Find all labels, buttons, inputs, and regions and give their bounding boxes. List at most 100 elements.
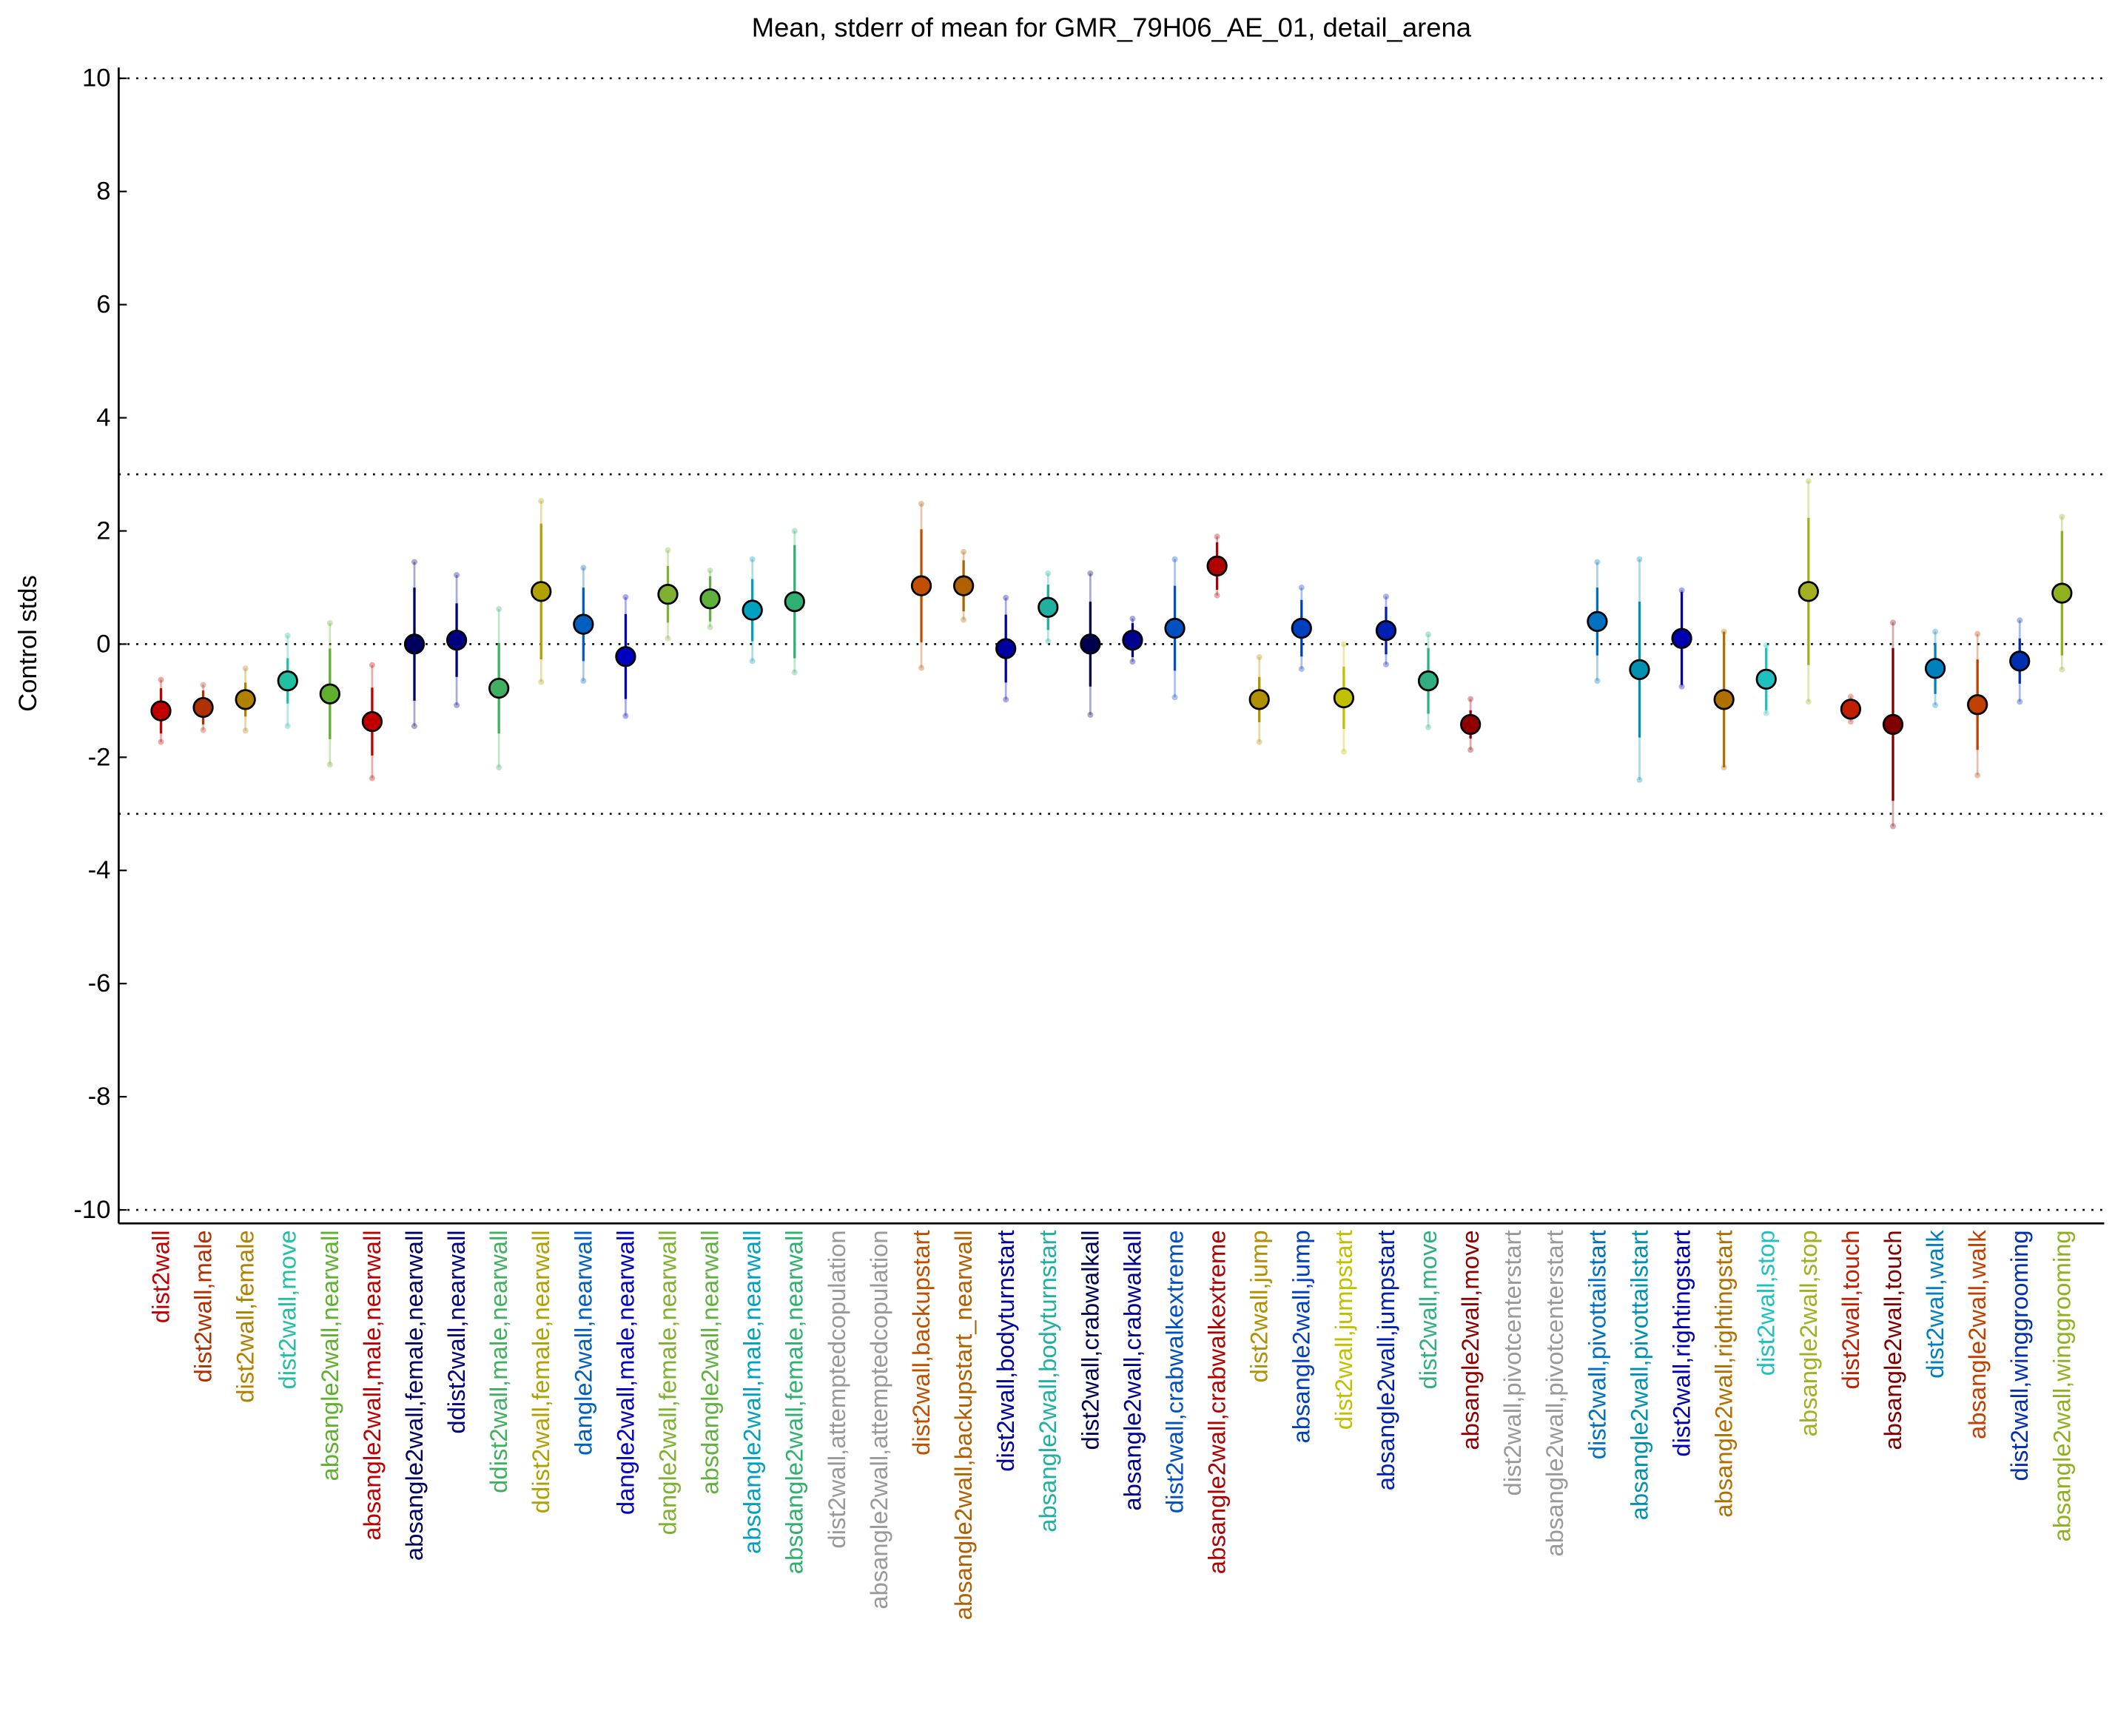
spread-cap	[326, 620, 333, 627]
mean-marker	[1882, 713, 1904, 736]
spread-cap	[1171, 556, 1178, 562]
mean-marker	[573, 613, 594, 635]
spread-cap	[1636, 776, 1643, 783]
spread-cap	[1129, 616, 1136, 622]
spread-cap	[1847, 693, 1854, 700]
mean-marker	[1924, 658, 1946, 679]
spread-cap	[1678, 587, 1685, 593]
mean-marker	[235, 689, 256, 710]
spread-cap	[411, 559, 418, 565]
spread-cap	[1214, 592, 1220, 599]
x-tick-label: absangle2wall,move	[1456, 1230, 1484, 1450]
x-tick-label: dist2wall,backupstart	[907, 1230, 935, 1455]
x-tick-label: absdangle2wall,female,nearwall	[781, 1230, 808, 1574]
x-tick-label: absdangle2wall,male,nearwall	[739, 1230, 766, 1554]
mean-marker	[488, 677, 510, 699]
mean-marker	[1840, 699, 1862, 720]
spread-cap	[1805, 478, 1812, 485]
spread-cap	[622, 593, 629, 600]
y-axis-label: Control stds	[14, 575, 42, 712]
spread-cap	[326, 761, 333, 768]
x-tick-label: dist2wall,winggrooming	[2005, 1230, 2033, 1481]
x-tick-label: absangle2wall,jumpstart	[1372, 1230, 1399, 1490]
spread-cap	[1636, 556, 1643, 562]
spread-cap	[791, 528, 798, 534]
spread-cap	[1467, 747, 1474, 753]
spread-cap	[200, 682, 206, 688]
mean-marker	[277, 670, 298, 692]
mean-marker	[699, 588, 721, 610]
mean-marker	[192, 696, 214, 719]
mean-marker	[1122, 629, 1143, 651]
x-tick-label: absangle2wall,bodyturnstart	[1034, 1230, 1061, 1532]
x-tick-label: dist2wall,male	[189, 1230, 217, 1382]
spread-cap	[454, 702, 460, 709]
y-tick-label: 6	[96, 291, 110, 319]
mean-marker	[615, 646, 636, 667]
y-tick-label: 8	[96, 178, 110, 206]
spread-cap	[1382, 661, 1389, 667]
x-tick-label: dist2wall,attemptedcopulation	[823, 1230, 850, 1548]
x-tick-label: dist2wall,pivottailstart	[1583, 1230, 1610, 1459]
x-tick-label: absangle2wall,touch	[1879, 1230, 1906, 1450]
spread-cap	[1932, 702, 1939, 709]
spread-cap	[369, 662, 375, 668]
spread-cap	[2059, 666, 2065, 673]
spread-cap	[665, 635, 671, 642]
mean-marker	[319, 683, 340, 704]
x-tick-label: dist2wall	[147, 1230, 174, 1323]
spread-cap	[1340, 748, 1347, 755]
x-tick-label: absangle2wall,winggrooming	[2048, 1230, 2075, 1541]
x-tick-label: ddist2wall,male,nearwall	[485, 1230, 512, 1493]
mean-marker	[1671, 628, 1692, 649]
spread-cap	[158, 676, 164, 683]
mean-marker	[910, 575, 932, 596]
x-tick-label: dist2wall,jump	[1245, 1230, 1273, 1382]
mean-marker	[1375, 619, 1397, 642]
spread-cap	[707, 568, 713, 574]
y-tick-label: 2	[96, 517, 110, 545]
spread-cap	[1467, 696, 1474, 702]
mean-marker	[361, 711, 383, 733]
mean-marker	[1587, 610, 1608, 632]
spread-cap	[1045, 570, 1052, 576]
spread-cap	[1256, 654, 1262, 661]
spread-cap	[1889, 823, 1897, 830]
spread-cap	[1847, 719, 1854, 725]
spread-cap	[961, 616, 967, 623]
x-tick-label: absangle2wall,pivotcenterstart	[1541, 1230, 1568, 1556]
spread-cap	[2017, 699, 2023, 705]
x-tick-label: absangle2wall,crabwalkall	[1118, 1230, 1146, 1510]
spread-cap	[284, 632, 291, 639]
mean-marker	[784, 591, 805, 613]
x-tick-label: absdangle2wall,nearwall	[696, 1230, 724, 1494]
mean-marker	[1038, 596, 1059, 618]
mean-marker	[403, 633, 426, 655]
mean-marker	[2051, 582, 2073, 604]
mean-marker	[1629, 659, 1650, 680]
mean-marker	[657, 584, 679, 605]
mean-marker	[1713, 689, 1735, 710]
spread-cap	[1087, 570, 1094, 576]
mean-marker	[952, 575, 975, 596]
y-tick-label: 10	[82, 64, 111, 92]
y-tick-label: 4	[96, 404, 110, 432]
spread-cap	[1003, 594, 1009, 601]
spread-cap	[791, 669, 798, 676]
y-tick-label: -6	[88, 969, 111, 997]
y-tick-label: -10	[73, 1196, 110, 1224]
spread-cap	[1256, 739, 1262, 745]
x-tick-label: absangle2wall,stop	[1795, 1230, 1822, 1436]
spread-cap	[2017, 617, 2023, 624]
x-tick-label: dangle2wall,nearwall	[569, 1230, 596, 1455]
mean-marker	[742, 599, 763, 621]
mean-marker	[1798, 581, 1819, 602]
spread-cap	[1003, 696, 1009, 703]
spread-cap	[1932, 628, 1939, 635]
x-tick-label: dist2wall,bodyturnstart	[992, 1230, 1019, 1471]
mean-marker	[1248, 689, 1270, 710]
spread-cap	[411, 723, 418, 730]
spread-cap	[538, 679, 545, 685]
x-tick-label: absangle2wall,male,nearwall	[358, 1230, 386, 1540]
spread-cap	[1805, 699, 1812, 705]
